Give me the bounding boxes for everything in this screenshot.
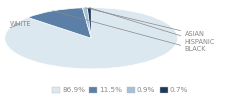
Text: ASIAN: ASIAN [85,8,205,37]
Text: HISPANIC: HISPANIC [89,8,215,45]
Wedge shape [87,8,91,38]
Text: WHITE: WHITE [10,21,31,28]
Legend: 86.9%, 11.5%, 0.9%, 0.7%: 86.9%, 11.5%, 0.9%, 0.7% [49,84,191,96]
Text: BLACK: BLACK [53,11,206,52]
Wedge shape [28,8,91,38]
Wedge shape [5,8,178,69]
Wedge shape [83,8,91,38]
